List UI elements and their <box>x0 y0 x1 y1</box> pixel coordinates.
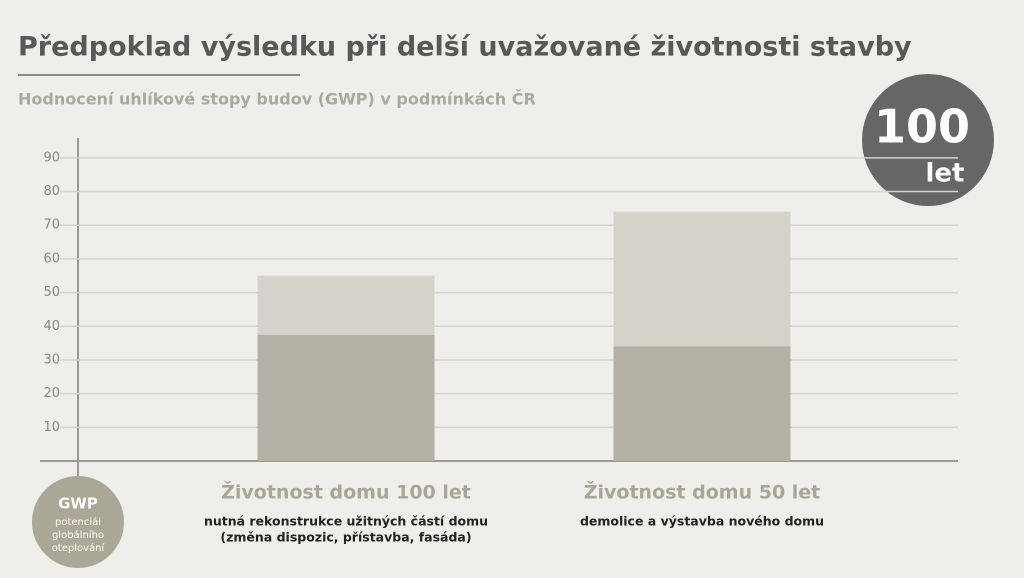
badge-circle <box>862 74 994 206</box>
axis-badge-circle <box>32 476 124 568</box>
badge-unit: let <box>926 159 965 189</box>
x-tick-label: Životnost domu 100 let <box>221 481 471 504</box>
bar-segment <box>613 346 791 461</box>
category-note: nutná rekonstrukce užitných částí domu <box>204 514 488 529</box>
y-tick-label: 70 <box>43 218 60 233</box>
y-tick-label: 60 <box>43 251 60 266</box>
axis-badge-description: globálního <box>52 529 104 541</box>
axis-badge-description: potenciál <box>55 516 101 528</box>
x-tick-label: Životnost domu 50 let <box>584 481 821 504</box>
y-tick-label: 90 <box>43 150 60 165</box>
category-note: (změna dispozic, přístavba, fasáda) <box>220 530 471 545</box>
chart-title: Předpoklad výsledku při delší uvažované … <box>18 32 912 63</box>
y-tick-label: 30 <box>43 352 60 367</box>
category-note: demolice a výstavba nového domu <box>580 514 824 529</box>
y-tick-label: 10 <box>43 420 60 435</box>
bar-segment <box>257 275 435 335</box>
y-tick-label: 40 <box>43 319 60 334</box>
y-tick-label: 20 <box>43 386 60 401</box>
badge-number: 100 <box>874 100 970 154</box>
chart-subtitle: Hodnocení uhlíkové stopy budov (GWP) v p… <box>18 90 536 109</box>
bar-segment <box>257 334 435 461</box>
axis-badge-label: GWP <box>58 495 98 513</box>
y-tick-label: 50 <box>43 285 60 300</box>
bar-segment <box>613 211 791 347</box>
axis-badge-description: oteplování <box>52 542 106 554</box>
y-tick-label: 80 <box>43 184 60 199</box>
